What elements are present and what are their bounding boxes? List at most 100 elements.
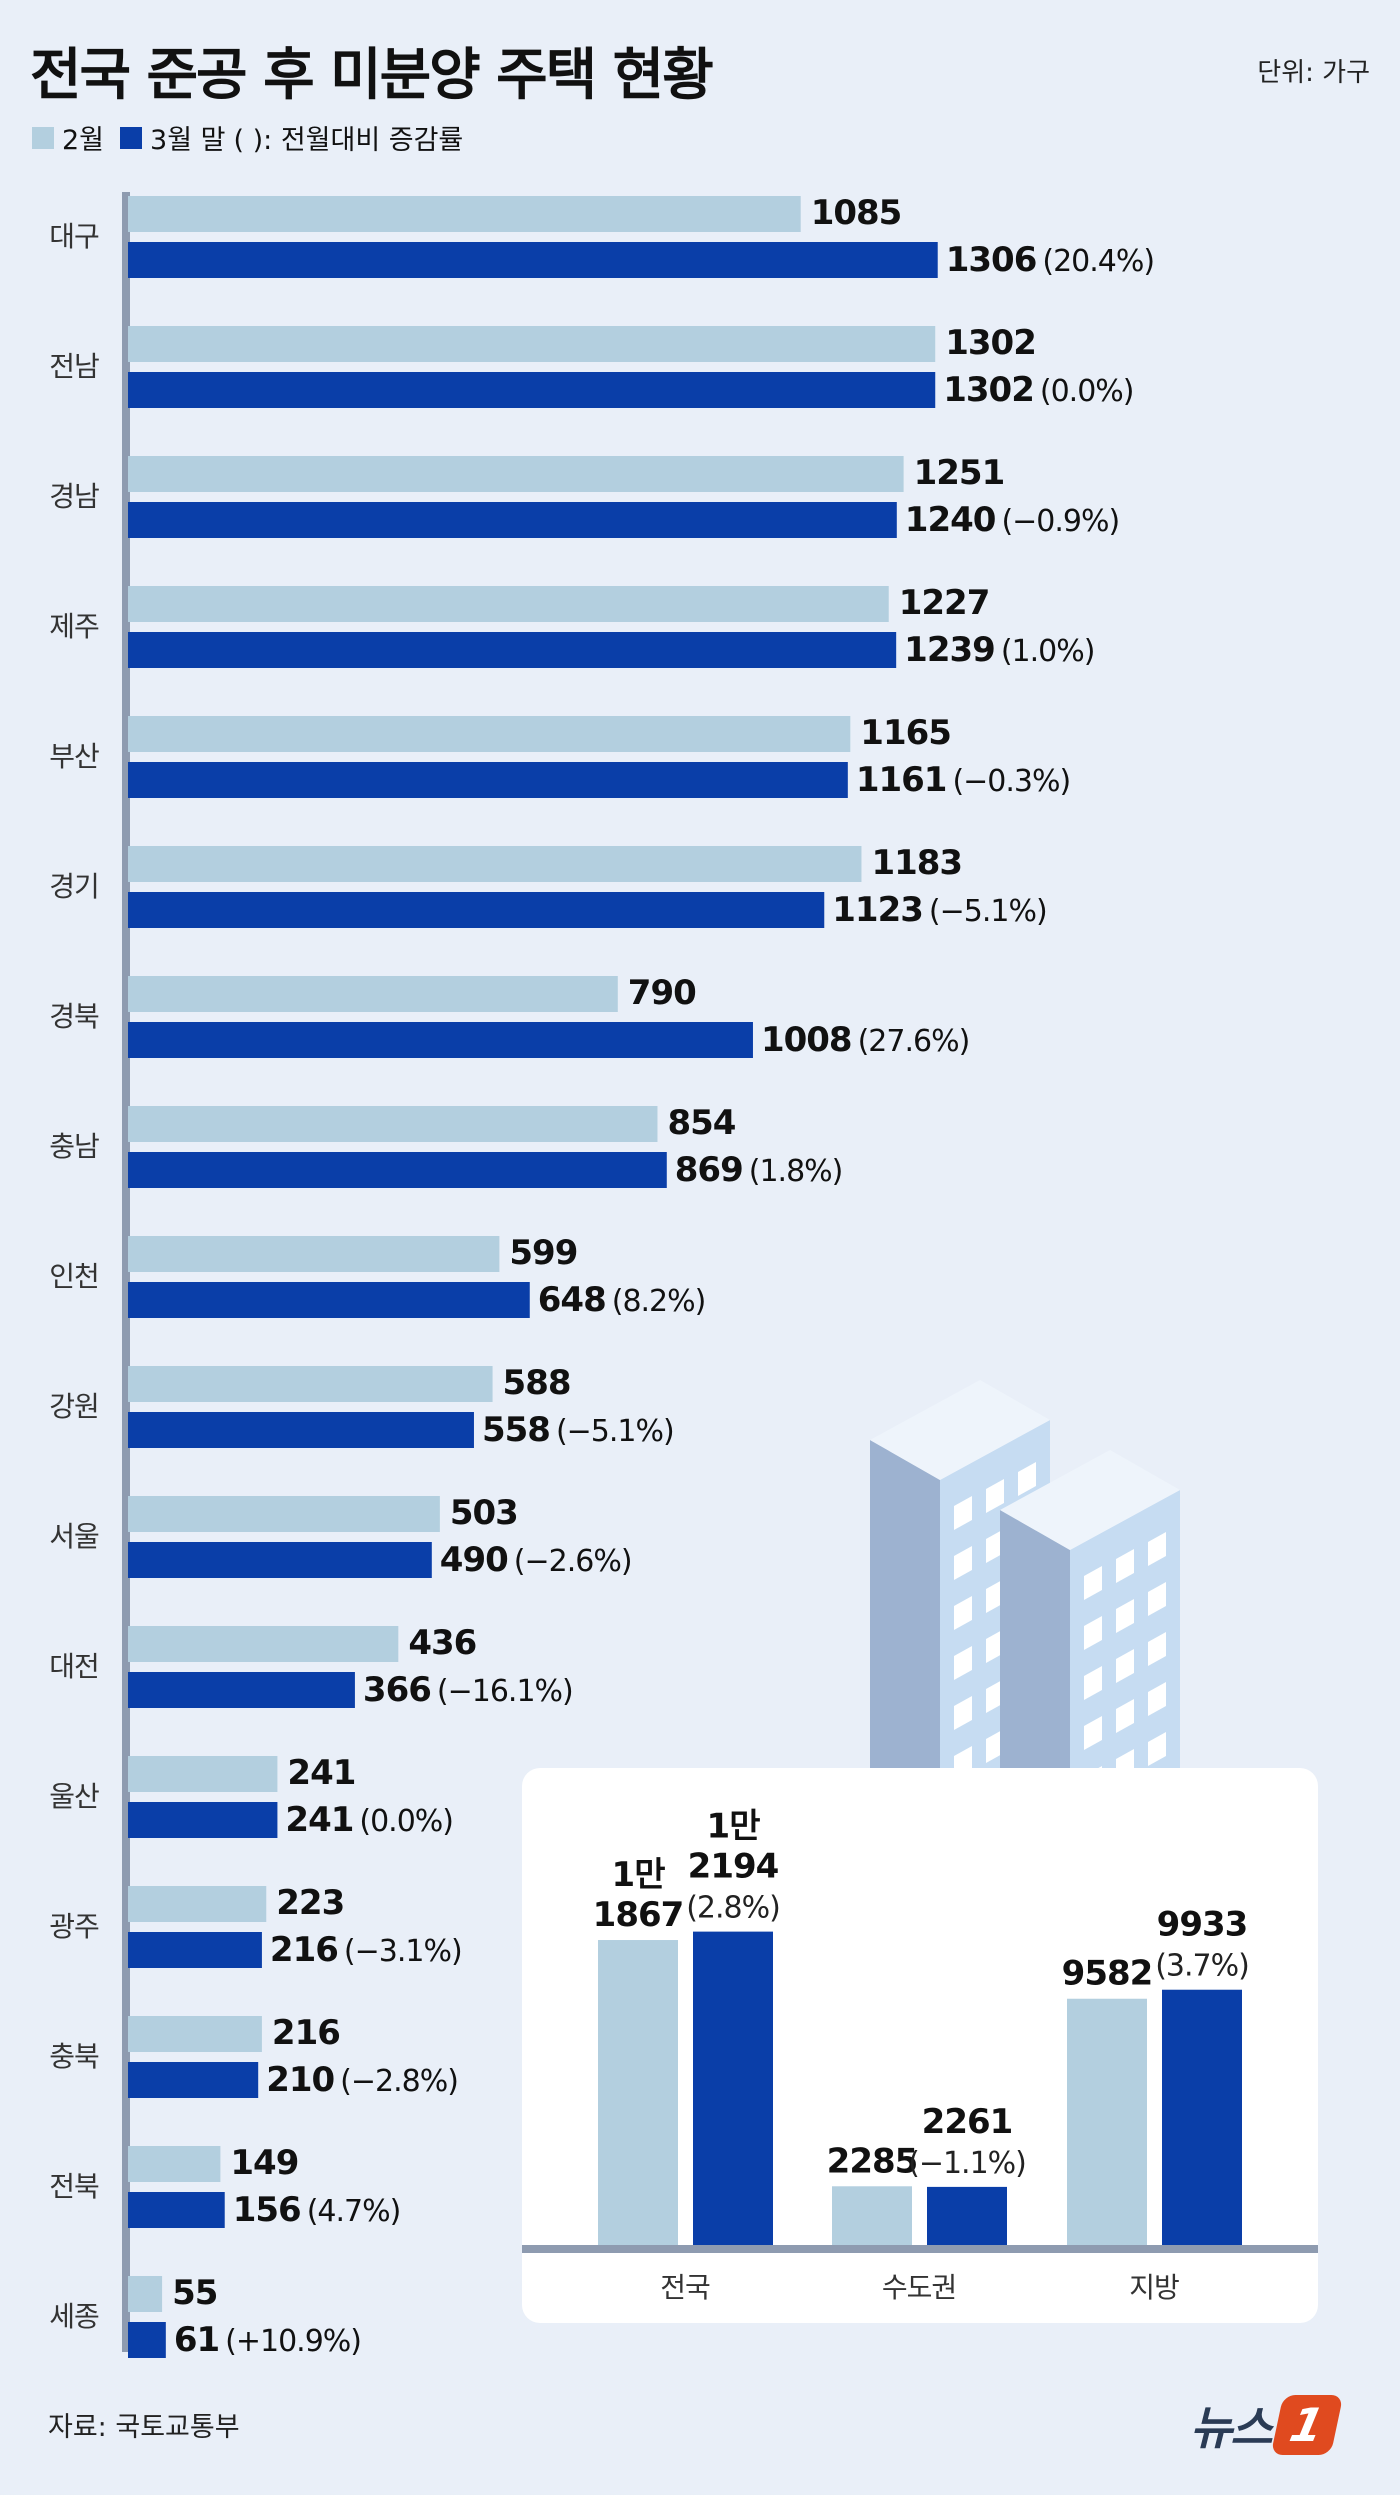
vbar-mar bbox=[693, 1931, 773, 2245]
building-window bbox=[986, 1479, 1004, 1513]
bar-mar bbox=[128, 1932, 262, 1968]
vvalue-label-mar: 9933 bbox=[1157, 1905, 1248, 1945]
category-label: 대전 bbox=[49, 1650, 99, 1683]
category-label: 세종 bbox=[49, 2300, 99, 2333]
value-label-mar: 1008 (27.6%) bbox=[761, 1020, 969, 1060]
bar-feb bbox=[128, 2016, 262, 2052]
category-label: 서울 bbox=[49, 1520, 99, 1553]
value-label-feb: 1183 bbox=[871, 843, 962, 883]
bar-feb bbox=[128, 1366, 493, 1402]
building-window bbox=[1084, 1666, 1102, 1700]
building-window bbox=[1018, 1462, 1036, 1496]
change-label: (27.6%) bbox=[858, 1024, 970, 1059]
building-window bbox=[1116, 1599, 1134, 1633]
value-label-mar: 1240 (−0.9%) bbox=[905, 500, 1119, 540]
bar-feb bbox=[128, 976, 618, 1012]
vbar-feb bbox=[832, 2186, 912, 2245]
category-label: 부산 bbox=[49, 740, 99, 773]
bar-feb bbox=[128, 2146, 221, 2182]
building-window bbox=[954, 1646, 972, 1680]
building-window bbox=[986, 1679, 1004, 1713]
bar-feb bbox=[128, 326, 936, 362]
vcategory-label: 수도권 bbox=[882, 2271, 956, 2304]
building-window bbox=[954, 1546, 972, 1580]
bar-mar bbox=[128, 2192, 225, 2228]
horizontal-chart: 대구 1085 1306 (20.4%) 전남 1302 1302 (0.0%) 경남 1251 1… bbox=[49, 192, 1155, 2360]
bar-mar bbox=[128, 1412, 474, 1448]
vvalue-label-mar: 2261 bbox=[922, 2102, 1013, 2142]
vvalue-label-feb: 9582 bbox=[1062, 1954, 1153, 1994]
bar-mar bbox=[128, 1022, 753, 1058]
value-label-feb: 241 bbox=[287, 1753, 355, 1793]
change-label: (0.0%) bbox=[359, 1804, 453, 1839]
value-label-mar: 1161 (−0.3%) bbox=[856, 760, 1070, 800]
bar-mar bbox=[128, 2062, 259, 2098]
building-left-face bbox=[870, 1440, 940, 1810]
value-label-mar: 156 (4.7%) bbox=[233, 2190, 401, 2230]
vvalue-label-mar: 2194 bbox=[688, 1847, 779, 1887]
bar-feb bbox=[128, 456, 904, 492]
legend-label-mar: 3월 말 bbox=[150, 125, 226, 156]
building-window bbox=[954, 1696, 972, 1730]
change-label: (−0.3%) bbox=[952, 764, 1070, 799]
building-window bbox=[954, 1496, 972, 1530]
value-label-feb: 55 bbox=[172, 2273, 217, 2313]
value-label-mar: 366 (−16.1%) bbox=[363, 1670, 573, 1710]
change-label: (−3.1%) bbox=[344, 1934, 462, 1969]
value-label-feb: 1165 bbox=[860, 713, 951, 753]
source-label: 자료: 국토교통부 bbox=[48, 2412, 240, 2443]
bar-feb bbox=[128, 716, 851, 752]
building-window bbox=[1148, 1632, 1166, 1666]
bar-feb bbox=[128, 2276, 163, 2312]
bar-mar bbox=[128, 892, 825, 928]
value-label-feb: 1251 bbox=[914, 453, 1005, 493]
category-axis-line bbox=[122, 192, 130, 2352]
category-label: 전북 bbox=[49, 2170, 99, 2203]
value-label-mar: 558 (−5.1%) bbox=[482, 1410, 674, 1450]
building-window bbox=[1084, 1616, 1102, 1650]
legend-swatch-mar bbox=[120, 126, 143, 149]
change-label: (−2.6%) bbox=[514, 1544, 632, 1579]
legend-swatch-feb bbox=[32, 126, 54, 149]
value-label-feb: 599 bbox=[509, 1233, 577, 1273]
vbar-mar bbox=[927, 2186, 1007, 2245]
change-label: (−5.1%) bbox=[556, 1414, 674, 1449]
category-label: 인천 bbox=[49, 1260, 99, 1293]
bar-mar bbox=[128, 1152, 667, 1188]
value-axis-line bbox=[522, 2245, 1318, 2253]
building-window bbox=[1148, 1682, 1166, 1716]
category-label: 경남 bbox=[49, 480, 99, 513]
building-window bbox=[986, 1579, 1004, 1613]
bar-feb bbox=[128, 586, 889, 622]
logo-text: 뉴스 bbox=[1190, 2401, 1273, 2455]
building-window bbox=[1116, 1549, 1134, 1583]
legend-note: ( ): 전월대비 증감률 bbox=[233, 125, 464, 156]
value-label-feb: 1085 bbox=[811, 193, 902, 233]
category-label: 대구 bbox=[49, 220, 99, 253]
change-label: (−0.9%) bbox=[1001, 504, 1119, 539]
value-label-feb: 223 bbox=[276, 1883, 344, 1923]
vvalue-label-feb: 1만 bbox=[612, 1855, 666, 1895]
bar-mar bbox=[128, 1802, 278, 1838]
bar-mar bbox=[128, 372, 936, 408]
bar-mar bbox=[128, 2322, 166, 2358]
bar-mar bbox=[128, 632, 897, 668]
bar-mar bbox=[128, 1282, 530, 1318]
vbar-feb bbox=[1067, 1998, 1147, 2245]
building-roof bbox=[1000, 1450, 1180, 1550]
building-window bbox=[986, 1629, 1004, 1663]
bar-mar bbox=[128, 762, 848, 798]
vvalue-label-mar: 1만 bbox=[707, 1807, 761, 1847]
value-label-feb: 436 bbox=[408, 1623, 476, 1663]
change-label: (−2.8%) bbox=[340, 2064, 458, 2099]
category-label: 전남 bbox=[49, 350, 99, 383]
bar-feb bbox=[128, 196, 801, 232]
value-label-mar: 1302 (0.0%) bbox=[943, 370, 1133, 410]
category-label: 경기 bbox=[49, 870, 99, 903]
change-label: (+10.9%) bbox=[225, 2324, 361, 2359]
change-label: (8.2%) bbox=[612, 1284, 706, 1319]
category-label: 광주 bbox=[49, 1910, 99, 1943]
vcategory-label: 전국 bbox=[660, 2271, 710, 2304]
